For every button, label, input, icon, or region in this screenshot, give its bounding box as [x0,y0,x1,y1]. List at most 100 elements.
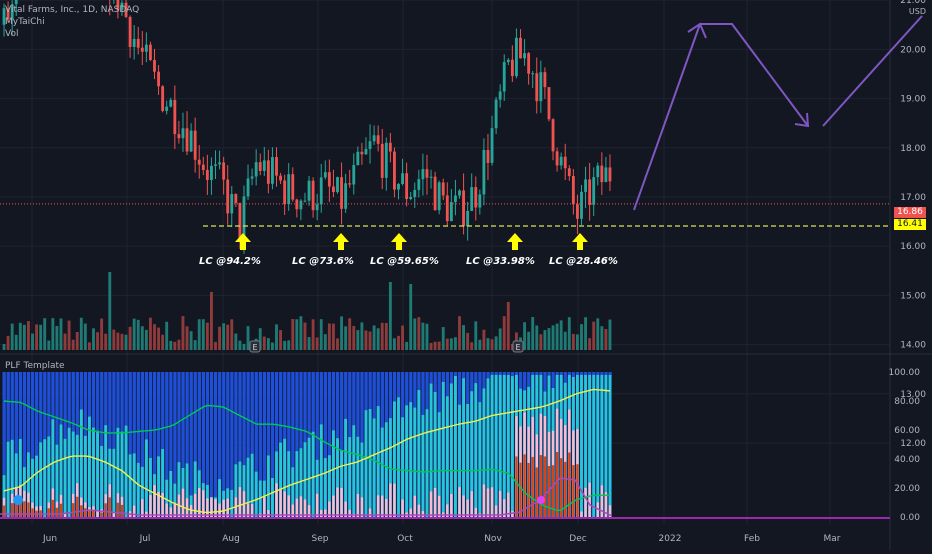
pane-teal-bar [458,404,461,517]
pane-pink-bar [393,483,396,517]
pane-blue-column [177,372,181,517]
volume-bar [153,324,156,350]
pane-pink-bar [446,504,449,517]
pane-orange-bar [19,497,22,517]
pane-teal-bar [96,430,99,517]
pane-blue-column [266,372,271,517]
volume-bar [181,316,185,350]
volume-bar [478,339,482,350]
pane-pink-bar [214,499,217,517]
pane-pink-bar [210,497,213,517]
price-candle [519,37,522,59]
pane-blue-column [299,372,303,517]
volume-bar [352,325,356,350]
price-axis-label: 20.00 [900,45,926,55]
pane-teal-bar [169,470,173,517]
indicator-mytaichi-label[interactable]: MyTaiChi [5,17,45,27]
pane-teal-bar [165,479,169,517]
price-candle [352,165,356,185]
pane-orange-bar [59,503,63,517]
pane-teal-bar [600,374,604,517]
volume-bar [22,324,26,350]
price-candle [205,169,209,180]
pane-orange-bar [568,452,571,517]
price-candle [189,130,193,152]
volume-bar [584,317,587,350]
pane-blue-column [193,372,197,517]
pane-teal-bar [104,425,108,517]
pane-pink-bar [580,511,583,517]
volume-bar [332,323,335,350]
pane-blue-column [140,372,145,517]
pane-teal-bar [136,462,140,517]
volume-bar [315,337,319,350]
volume-bar [47,340,51,350]
volume-bar [429,342,433,350]
pane-pink-bar [385,499,388,517]
volume-bar [596,318,600,350]
symbol-title[interactable]: Vital Farms, Inc., 1D, NASDAQ [5,5,140,15]
volume-bar [510,343,514,350]
pane-teal-bar [368,409,372,517]
pane-pink-bar [267,510,270,517]
pane-pink-bar [63,512,67,517]
pane-blue-column [148,372,153,517]
pane-teal-bar [409,402,413,517]
volume-bar [470,342,474,350]
pane-teal-bar [344,418,348,517]
pane-teal-bar [2,475,6,517]
pane-teal-bar [157,456,160,517]
pane-teal-bar [384,422,388,517]
pane-teal-bar [356,436,360,517]
indicator-vol-label[interactable]: Vol [5,29,19,39]
pane-pink-bar [250,503,254,517]
pane-teal-bar [279,442,282,517]
price-candle [210,165,213,180]
volume-bar [425,323,429,350]
pane-pink-bar [462,495,465,517]
price-candle [559,156,563,166]
volume-bar [563,331,567,350]
price-candle [140,47,144,52]
pane-teal-bar [71,431,75,517]
price-candle [502,62,506,92]
pane-blue-column [136,372,140,517]
time-axis-label: Jun [42,534,57,544]
pane-orange-bar [55,507,59,517]
price-candle [470,187,474,211]
lc-label-4: LC @33.98% [466,256,535,267]
pane-blue-column [14,372,18,517]
volume-bar [559,320,563,350]
pane-teal-bar [323,458,327,517]
pane-pink-bar [153,485,156,517]
price-candle [563,156,567,169]
price-candle [246,178,250,197]
pane-pink-bar [588,482,591,517]
volume-bar [242,343,246,350]
price-candle [523,53,526,59]
pane-pink-bar [157,491,160,517]
price-candle [218,162,221,165]
price-candle [258,162,262,171]
price-candle [360,151,364,155]
volume-bar [63,333,67,350]
pane-title[interactable]: PLF Template [5,361,65,371]
last-price-tag: 16.86 [894,207,926,218]
projection-leg [822,15,923,127]
pane-teal-bar [299,448,303,517]
price-candle [291,174,295,200]
price-candle [588,179,592,205]
pane-teal-bar [75,434,79,517]
price-candle [433,176,437,211]
pane-pink-bar [470,491,473,517]
pane-teal-bar [258,480,262,517]
volume-bar [96,332,99,350]
pane-orange-bar [120,504,124,517]
pane-pink-bar [299,496,303,517]
pane-axis-label: 60.00 [894,426,920,436]
volume-bar [262,336,266,350]
volume-bar [458,316,461,350]
pane-orange-bar [523,454,526,517]
